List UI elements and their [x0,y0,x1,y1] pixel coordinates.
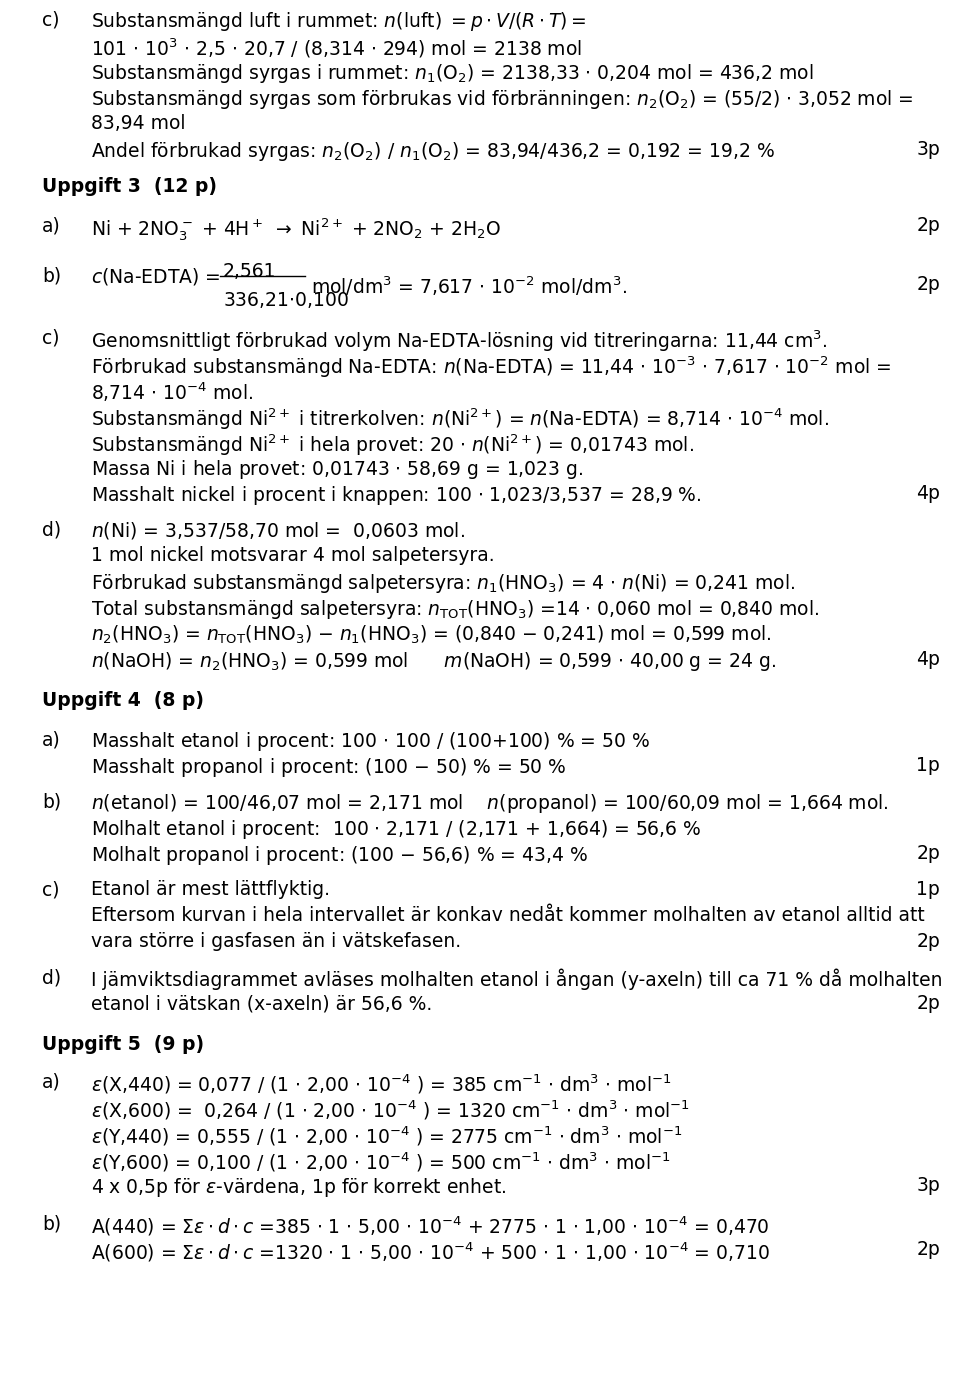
Text: a): a) [42,216,60,234]
Text: 1p: 1p [916,756,940,776]
Text: 2p: 2p [916,995,940,1013]
Text: mol/dm$^3$ = 7,617 $\cdot$ 10$^{-2}$ mol/dm$^3$.: mol/dm$^3$ = 7,617 $\cdot$ 10$^{-2}$ mol… [311,275,627,299]
Text: A(440) = $\Sigma\varepsilon \cdot d \cdot c$ =385 $\cdot$ 1 $\cdot$ 5,00 $\cdot$: A(440) = $\Sigma\varepsilon \cdot d \cdo… [91,1214,770,1237]
Text: Molhalt etanol i procent:  100 $\cdot$ 2,171 / (2,171 + 1,664) = 56,6 %: Molhalt etanol i procent: 100 $\cdot$ 2,… [91,817,702,841]
Text: 4p: 4p [916,484,940,504]
Text: 1p: 1p [916,880,940,898]
Text: Total substansmängd salpetersyra: $n_\mathrm{TOT}$(HNO$_3$) =14 $\cdot$ 0,060 mo: Total substansmängd salpetersyra: $n_\ma… [91,598,820,621]
Text: 2p: 2p [916,844,940,864]
Text: Substansmängd syrgas som förbrukas vid förbränningen: $n_2$(O$_2$) = (55/2) $\cd: Substansmängd syrgas som förbrukas vid f… [91,88,914,112]
Text: Förbrukad substansmängd salpetersyra: $n_1$(HNO$_3$) = 4 $\cdot$ $n$(Ni) = 0,241: Förbrukad substansmängd salpetersyra: $n… [91,572,796,596]
Text: Etanol är mest lättflyktig.: Etanol är mest lättflyktig. [91,880,330,898]
Text: 8,714 $\cdot$ 10$^{-4}$ mol.: 8,714 $\cdot$ 10$^{-4}$ mol. [91,379,253,403]
Text: $n$(Ni) = 3,537/58,70 mol =  0,0603 mol.: $n$(Ni) = 3,537/58,70 mol = 0,0603 mol. [91,520,465,541]
Text: 2p: 2p [916,932,940,951]
Text: 2p: 2p [916,1240,940,1260]
Text: 3p: 3p [916,140,940,159]
Text: b): b) [42,1214,61,1233]
Text: $\varepsilon$(X,600) =  0,264 / (1 $\cdot$ 2,00 $\cdot$ 10$^{-4}$ ) = 1320 cm$^{: $\varepsilon$(X,600) = 0,264 / (1 $\cdot… [91,1098,690,1122]
Text: A(600) = $\Sigma\varepsilon \cdot d \cdot c$ =1320 $\cdot$ 1 $\cdot$ 5,00 $\cdot: A(600) = $\Sigma\varepsilon \cdot d \cdo… [91,1240,770,1264]
Text: I jämviktsdiagrammet avläses molhalten etanol i ångan (y-axeln) till ca 71 % då : I jämviktsdiagrammet avläses molhalten e… [91,968,943,989]
Text: Substansmängd Ni$^{2+}$ i hela provet: 20 $\cdot$ $n$(Ni$^{2+}$) = 0,01743 mol.: Substansmängd Ni$^{2+}$ i hela provet: 2… [91,432,694,458]
Text: Ni + 2NO$_3^-$ + 4H$^+$ $\rightarrow$ Ni$^{2+}$ + 2NO$_2$ + 2H$_2$O: Ni + 2NO$_3^-$ + 4H$^+$ $\rightarrow$ Ni… [91,216,501,243]
Text: Genomsnittligt förbrukad volym Na-EDTA-lösning vid titreringarna: 11,44 cm$^3$.: Genomsnittligt förbrukad volym Na-EDTA-l… [91,328,828,353]
Text: d): d) [42,520,61,538]
Text: $\varepsilon$(Y,440) = 0,555 / (1 $\cdot$ 2,00 $\cdot$ 10$^{-4}$ ) = 2775 cm$^{-: $\varepsilon$(Y,440) = 0,555 / (1 $\cdot… [91,1124,683,1148]
Text: a): a) [42,1071,60,1091]
Text: Substansmängd syrgas i rummet: $n_1$(O$_2$) = 2138,33 $\cdot$ 0,204 mol = 436,2 : Substansmängd syrgas i rummet: $n_1$(O$_… [91,61,814,85]
Text: $n$(etanol) = 100/46,07 mol = 2,171 mol    $n$(propanol) = 100/60,09 mol = 1,664: $n$(etanol) = 100/46,07 mol = 2,171 mol … [91,792,889,815]
Text: 4p: 4p [916,650,940,670]
Text: Molhalt propanol i procent: (100 $-$ 56,6) % = 43,4 %: Molhalt propanol i procent: (100 $-$ 56,… [91,844,588,868]
Text: $n$(NaOH) = $n_2$(HNO$_3$) = 0,599 mol      $m$(NaOH) = 0,599 $\cdot$ 40,00 g = : $n$(NaOH) = $n_2$(HNO$_3$) = 0,599 mol $… [91,650,776,672]
Text: 2,561: 2,561 [223,262,276,280]
Text: $\varepsilon$(X,440) = 0,077 / (1 $\cdot$ 2,00 $\cdot$ 10$^{-4}$ ) = 385 cm$^{-1: $\varepsilon$(X,440) = 0,077 / (1 $\cdot… [91,1071,672,1095]
Text: Substansmängd Ni$^{2+}$ i titrerkolven: $n$(Ni$^{2+}$) = $n$(Na-EDTA) = 8,714 $\: Substansmängd Ni$^{2+}$ i titrerkolven: … [91,406,829,431]
Text: c): c) [42,880,60,898]
Text: a): a) [42,730,60,749]
Text: b): b) [42,266,61,285]
Text: 4 x 0,5p för $\varepsilon$-värdena, 1p för korrekt enhet.: 4 x 0,5p för $\varepsilon$-värdena, 1p f… [91,1176,506,1198]
Text: $\varepsilon$(Y,600) = 0,100 / (1 $\cdot$ 2,00 $\cdot$ 10$^{-4}$ ) = 500 cm$^{-1: $\varepsilon$(Y,600) = 0,100 / (1 $\cdot… [91,1149,671,1173]
Text: $c$(Na-EDTA) =: $c$(Na-EDTA) = [91,266,221,287]
Text: d): d) [42,968,61,988]
Text: 83,94 mol: 83,94 mol [91,114,185,133]
Text: Masshalt etanol i procent: 100 $\cdot$ 100 / (100+100) % = 50 %: Masshalt etanol i procent: 100 $\cdot$ 1… [91,730,650,753]
Text: Eftersom kurvan i hela intervallet är konkav nedåt kommer molhalten av etanol al: Eftersom kurvan i hela intervallet är ko… [91,905,924,925]
Text: Uppgift 3  (12 p): Uppgift 3 (12 p) [42,177,217,197]
Text: 3p: 3p [916,1176,940,1196]
Text: $n_2$(HNO$_3$) = $n_\mathrm{TOT}$(HNO$_3$) $-$ $n_1$(HNO$_3$) = (0,840 $-$ 0,241: $n_2$(HNO$_3$) = $n_\mathrm{TOT}$(HNO$_3… [91,624,772,646]
Text: 1 mol nickel motsvarar 4 mol salpetersyra.: 1 mol nickel motsvarar 4 mol salpetersyr… [91,545,494,565]
Text: Förbrukad substansmängd Na-EDTA: $n$(Na-EDTA) = 11,44 $\cdot$ 10$^{-3}$ $\cdot$ : Förbrukad substansmängd Na-EDTA: $n$(Na-… [91,354,892,379]
Text: vara större i gasfasen än i vätskefasen.: vara större i gasfasen än i vätskefasen. [91,932,461,951]
Text: Andel förbrukad syrgas: $n_2$(O$_2$) / $n_1$(O$_2$) = 83,94/436,2 = 0,192 = 19,2: Andel förbrukad syrgas: $n_2$(O$_2$) / $… [91,140,775,163]
Text: b): b) [42,792,61,810]
Text: Uppgift 4  (8 p): Uppgift 4 (8 p) [42,691,204,710]
Text: etanol i vätskan (x-axeln) är 56,6 %.: etanol i vätskan (x-axeln) är 56,6 %. [91,995,432,1013]
Text: Massa Ni i hela provet: 0,01743 $\cdot$ 58,69 g = 1,023 g.: Massa Ni i hela provet: 0,01743 $\cdot$ … [91,458,584,481]
Text: c): c) [42,10,60,29]
Text: c): c) [42,328,60,347]
Text: Masshalt nickel i procent i knappen: 100 $\cdot$ 1,023/3,537 = 28,9 %.: Masshalt nickel i procent i knappen: 100… [91,484,702,506]
Text: 336,21$\cdot$0,100: 336,21$\cdot$0,100 [223,290,349,310]
Text: 101 $\cdot$ 10$^3$ $\cdot$ 2,5 $\cdot$ 20,7 / (8,314 $\cdot$ 294) mol = 2138 mol: 101 $\cdot$ 10$^3$ $\cdot$ 2,5 $\cdot$ 2… [91,36,582,60]
Text: Masshalt propanol i procent: (100 $-$ 50) % = 50 %: Masshalt propanol i procent: (100 $-$ 50… [91,756,566,778]
Text: Substansmängd luft i rummet: $n$(luft) $= p \cdot V / (R \cdot T) =$: Substansmängd luft i rummet: $n$(luft) $… [91,10,587,33]
Text: 2p: 2p [916,275,940,294]
Text: 2p: 2p [916,216,940,234]
Text: Uppgift 5  (9 p): Uppgift 5 (9 p) [42,1035,204,1055]
